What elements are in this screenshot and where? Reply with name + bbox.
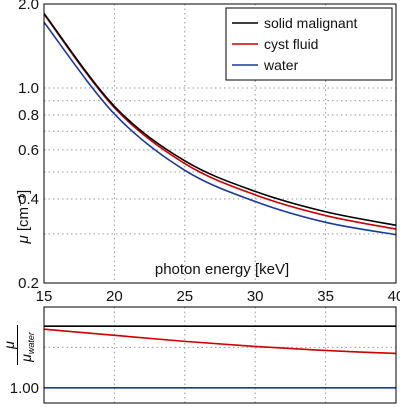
y-tick-label: 0.8 — [18, 107, 39, 124]
legend-label: water — [263, 57, 299, 73]
y-tick-label: 0.6 — [18, 142, 39, 159]
ratio-plot-curves — [43, 325, 397, 389]
series-line-cyst-fluid — [43, 13, 397, 230]
ratio-plot-background — [44, 307, 396, 403]
ratio-line-cyst-fluid — [43, 328, 397, 355]
ratio-label-subscript: water — [26, 331, 36, 354]
series-line-water — [43, 21, 397, 236]
ratio-y-tick-label: 1.00 — [10, 380, 39, 397]
x-tick-label: 35 — [317, 288, 334, 305]
x-tick-label: 40 — [388, 288, 400, 305]
main-plot: 2.0 1.0 0.8 0.6 0.4 0.215 20 25 30 35 40 photon ene… — [15, 0, 400, 305]
ratio-label-numerator: μ — [1, 341, 17, 350]
x-tick-label: 30 — [247, 288, 264, 305]
ratio-label-denominator: μwater — [18, 331, 36, 363]
ratio-plot-grid — [44, 307, 396, 403]
x-axis-label: photon energy [keV] — [155, 261, 289, 278]
legend-label: solid malignant — [264, 15, 357, 31]
x-tick-label: 15 — [36, 288, 53, 305]
legend-label: cyst fluid — [264, 36, 318, 52]
y-tick-label: 2.0 — [18, 0, 39, 13]
y-axis-symbol: μ — [15, 231, 32, 244]
y-tick-label: 1.0 — [18, 80, 39, 97]
y-tick-label: 0.4 — [18, 191, 39, 208]
main-plot-frame — [43, 3, 397, 284]
y-axis-unit: [cm⁻¹] — [15, 190, 32, 231]
x-tick-label: 20 — [106, 288, 123, 305]
main-plot-curves — [43, 12, 397, 236]
ratio-plot-frame — [43, 306, 397, 404]
x-tick-label: 25 — [176, 288, 193, 305]
y-axis-label: μ [cm⁻¹] — [15, 190, 32, 245]
series-line-solid-malignant — [43, 12, 397, 227]
legend: solid malignant cyst fluid water — [225, 7, 393, 81]
y-tick-label: 0.2 — [18, 275, 39, 292]
